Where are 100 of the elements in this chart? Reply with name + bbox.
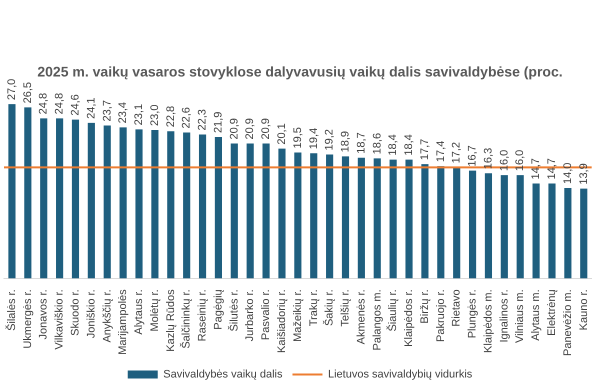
x-tick-label: Vilkaviškio r. bbox=[54, 289, 66, 350]
data-label: 18,6 bbox=[371, 132, 384, 154]
bar bbox=[294, 152, 302, 278]
x-tick-label: Klaipėdos m. bbox=[482, 289, 494, 353]
x-tick-label: Šilalės r. bbox=[4, 289, 18, 331]
bar bbox=[310, 153, 318, 278]
data-label: 24,8 bbox=[54, 92, 66, 114]
data-label: 17,2 bbox=[450, 142, 463, 164]
x-tick-label: Alytaus r. bbox=[133, 289, 146, 335]
data-label: 13,9 bbox=[578, 163, 590, 185]
x-tick-label: Kauno r. bbox=[578, 289, 590, 330]
bar bbox=[405, 160, 413, 278]
x-tick-label: Molėtų r. bbox=[148, 289, 161, 332]
bar bbox=[40, 118, 48, 278]
x-tick-label: Pasvalio r. bbox=[260, 289, 272, 340]
x-tick-label: Rietavo bbox=[450, 289, 463, 327]
x-tick-label: Pakruojo r. bbox=[434, 289, 447, 342]
data-label: 17,7 bbox=[418, 138, 431, 160]
x-tick-label: Panevėžio m. bbox=[562, 289, 574, 356]
bar bbox=[230, 144, 238, 278]
bar bbox=[278, 148, 286, 278]
x-tick-label: Marijampolės bbox=[117, 288, 130, 355]
x-tick-label: Joniškio r. bbox=[85, 289, 98, 338]
data-label: 16,7 bbox=[466, 145, 479, 167]
data-label: 24,1 bbox=[85, 97, 98, 119]
bar bbox=[326, 154, 334, 278]
x-tick-label: Kaišiadorių r. bbox=[276, 289, 288, 353]
bar bbox=[548, 184, 556, 278]
x-tick-label: Skuodo r. bbox=[70, 289, 82, 336]
chart-title: 2025 m. vaikų vasaros stovyklose dalyvavusių vaikų dalis savivaldybėse (proc. bbox=[37, 63, 563, 80]
bar bbox=[120, 127, 127, 278]
data-label: 24,6 bbox=[70, 94, 82, 116]
data-label: 21,9 bbox=[212, 112, 224, 134]
data-label: 23,4 bbox=[117, 102, 130, 124]
data-label: 16,3 bbox=[482, 148, 494, 170]
bar bbox=[374, 158, 381, 278]
bar bbox=[246, 144, 254, 278]
x-tick-label: Ignalinos r. bbox=[498, 289, 510, 343]
bar bbox=[262, 144, 270, 278]
x-tick-label: Mažeikių r. bbox=[292, 289, 304, 342]
data-label: 26,5 bbox=[22, 82, 34, 104]
data-label: 19,4 bbox=[308, 128, 320, 150]
x-tick-label: Kazlų Rūdos bbox=[164, 288, 177, 352]
data-label: 24,8 bbox=[38, 92, 50, 114]
data-label: 19,2 bbox=[324, 129, 336, 150]
data-label: 18,4 bbox=[403, 134, 416, 156]
x-tick-label: Elektrėnų bbox=[546, 289, 558, 336]
x-tick-label: Biržų r. bbox=[418, 289, 431, 324]
bar bbox=[500, 175, 508, 278]
bar bbox=[358, 158, 365, 278]
data-label: 16,0 bbox=[514, 150, 526, 172]
data-label: 19,5 bbox=[292, 127, 304, 149]
legend-label: Savivaldybės vaikų dalis bbox=[163, 368, 283, 381]
bar bbox=[532, 184, 540, 278]
bar bbox=[88, 122, 95, 278]
x-tick-label: Plungės r. bbox=[466, 289, 479, 338]
bar bbox=[135, 129, 143, 278]
bar bbox=[151, 130, 158, 278]
bar bbox=[104, 125, 111, 278]
x-tick-label: Trakų r. bbox=[308, 289, 320, 326]
bar bbox=[183, 132, 190, 278]
x-tick-label: Palangos m. bbox=[371, 289, 384, 351]
x-tick-label: Jonavos r. bbox=[38, 289, 50, 340]
bar bbox=[564, 188, 572, 278]
data-label: 14,0 bbox=[562, 162, 574, 184]
data-label: 22,8 bbox=[164, 106, 177, 128]
bar bbox=[167, 131, 174, 278]
bar bbox=[484, 173, 492, 278]
bar bbox=[516, 175, 524, 278]
x-tick-label: Klaipėdos r. bbox=[403, 289, 416, 347]
legend-label: Lietuvos savivaldybių vidurkis bbox=[328, 368, 473, 381]
data-label: 20,9 bbox=[244, 118, 256, 140]
x-tick-label: Telšių r. bbox=[340, 289, 352, 327]
data-label: 16,0 bbox=[498, 150, 510, 172]
bar bbox=[72, 120, 80, 278]
x-tick-label: Jurbarko r. bbox=[244, 289, 256, 342]
bar bbox=[8, 104, 16, 278]
data-label: 14,7 bbox=[546, 158, 558, 180]
data-label: 23,0 bbox=[148, 104, 161, 126]
data-label: 18,7 bbox=[355, 132, 368, 154]
data-label: 23,7 bbox=[101, 100, 114, 122]
x-tick-label: Raseinių r. bbox=[196, 289, 209, 342]
data-label: 20,9 bbox=[228, 118, 240, 140]
data-label: 22,6 bbox=[180, 107, 193, 129]
bar bbox=[580, 188, 588, 278]
data-label: 14,7 bbox=[530, 158, 542, 180]
x-tick-label: Vilniaus m. bbox=[514, 289, 526, 343]
bar bbox=[421, 164, 428, 278]
bar bbox=[437, 166, 444, 278]
data-label: 18,4 bbox=[387, 134, 400, 156]
bar bbox=[453, 167, 460, 278]
bar bbox=[468, 170, 476, 278]
data-label: 20,1 bbox=[276, 123, 288, 145]
x-tick-label: Alytaus m. bbox=[530, 289, 542, 341]
bar bbox=[198, 134, 206, 278]
x-tick-label: Šiaulių r. bbox=[386, 289, 400, 332]
bar bbox=[214, 137, 222, 278]
data-label: 23,1 bbox=[133, 104, 146, 126]
x-tick-label: Ukmergės r. bbox=[22, 289, 34, 349]
bar bbox=[56, 118, 64, 278]
